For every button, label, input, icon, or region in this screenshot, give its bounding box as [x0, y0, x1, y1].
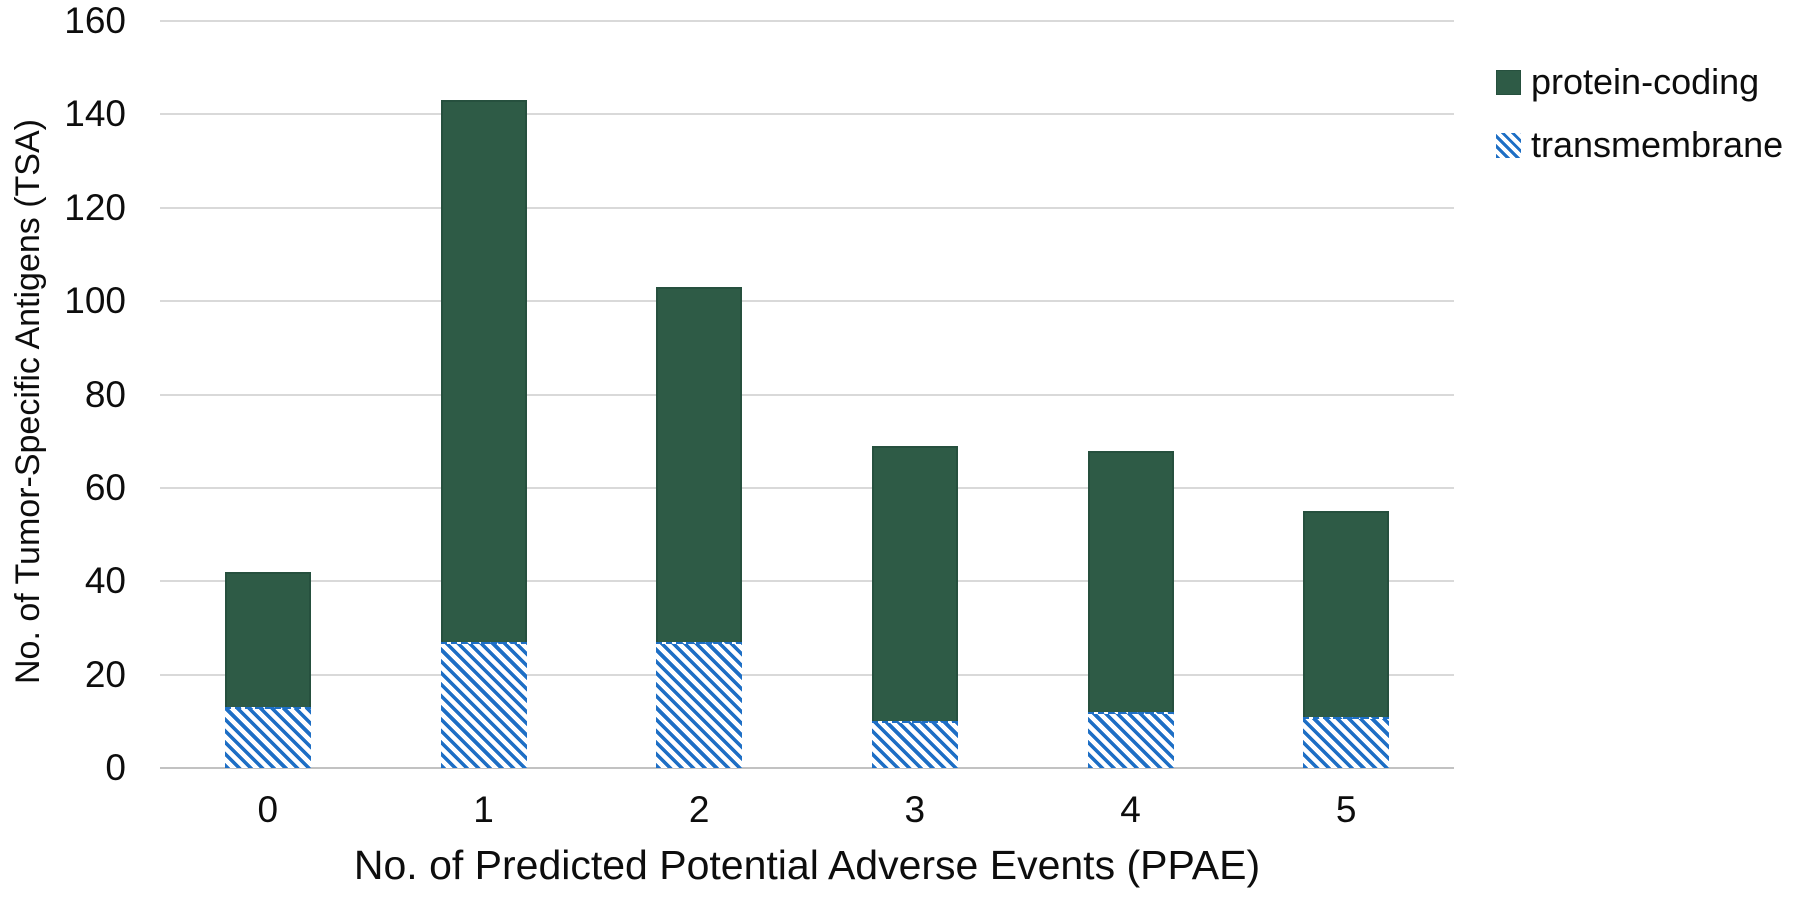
- gridline-y-40: [160, 580, 1454, 583]
- x-tick-label-4: 4: [1120, 789, 1141, 830]
- legend: protein-coding transmembrane: [1496, 61, 1784, 165]
- transmembrane-segment: [871, 721, 958, 768]
- y-tick-label-160: 160: [64, 0, 126, 41]
- y-tick-label-60: 60: [84, 466, 126, 508]
- bar-ppae-5: [1303, 511, 1390, 768]
- gridline-y-60: [160, 486, 1454, 489]
- y-tick-label-120: 120: [64, 186, 126, 228]
- gridline-y-80: [160, 393, 1454, 396]
- gridline-y-100: [160, 300, 1454, 303]
- plot-area: [160, 20, 1454, 769]
- transmembrane-segment: [656, 641, 743, 768]
- protein-coding-segment: [224, 571, 311, 708]
- legend-item-transmembrane: transmembrane: [1496, 124, 1784, 165]
- protein-coding-swatch-icon: [1496, 69, 1521, 95]
- x-tick-label-2: 2: [688, 789, 710, 830]
- y-tick-label-100: 100: [64, 280, 126, 322]
- x-tick-label-0: 0: [257, 789, 279, 830]
- transmembrane-segment: [224, 707, 311, 768]
- x-tick-label-5: 5: [1335, 789, 1357, 830]
- bar-ppae-3: [871, 445, 958, 768]
- y-tick-label-0: 0: [105, 747, 126, 788]
- bar-ppae-0: [224, 571, 311, 768]
- bar-ppae-1: [440, 100, 527, 768]
- legend-label: protein-coding: [1531, 61, 1760, 102]
- y-tick-label-80: 80: [84, 373, 126, 415]
- protein-coding-segment: [1303, 511, 1390, 717]
- protein-coding-segment: [440, 100, 527, 642]
- x-tick-label-3: 3: [904, 789, 926, 830]
- bar-ppae-4: [1087, 450, 1174, 768]
- protein-coding-segment: [871, 445, 958, 722]
- transmembrane-segment: [1087, 711, 1174, 768]
- y-tick-label-20: 20: [84, 653, 126, 695]
- legend-label: transmembrane: [1531, 124, 1784, 165]
- x-axis-title: No. of Predicted Potential Adverse Event…: [353, 842, 1261, 888]
- gridline-y-140: [160, 113, 1454, 116]
- legend-item-protein-coding: protein-coding: [1496, 61, 1783, 102]
- bar-ppae-2: [656, 287, 743, 768]
- x-tick-label-1: 1: [473, 789, 494, 830]
- transmembrane-hatch-swatch-icon: [1496, 132, 1521, 158]
- gridline-y-120: [160, 206, 1454, 209]
- transmembrane-segment: [1303, 716, 1390, 768]
- y-tick-label-140: 140: [64, 93, 126, 135]
- transmembrane-segment: [440, 641, 527, 768]
- y-tick-label-40: 40: [84, 560, 126, 602]
- protein-coding-segment: [1087, 450, 1174, 712]
- protein-coding-segment: [656, 287, 743, 642]
- gridline-y-0: [160, 767, 1454, 769]
- gridline-y-20: [160, 673, 1454, 676]
- gridline-y-160: [160, 20, 1454, 22]
